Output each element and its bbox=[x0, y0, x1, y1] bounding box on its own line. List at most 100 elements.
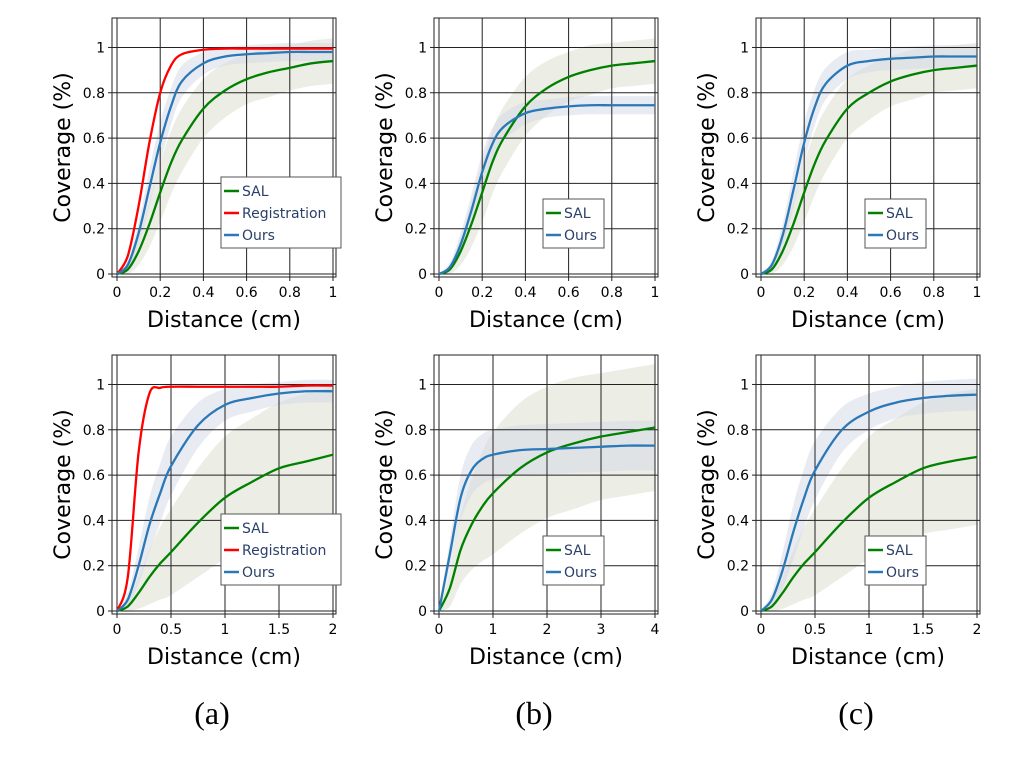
x-tick-label: 0 bbox=[435, 622, 444, 638]
y-tick-label: 0.6 bbox=[83, 468, 105, 484]
legend-label-registration: Registration bbox=[242, 543, 326, 559]
series-line-sal bbox=[116, 453, 334, 613]
x-tick-label: 1 bbox=[973, 285, 982, 301]
legend: SAL Ours bbox=[864, 535, 927, 586]
y-axis-label: Coverage (%) bbox=[373, 409, 398, 559]
series-line-registration bbox=[115, 384, 334, 612]
y-tick-label: 0 bbox=[96, 604, 105, 620]
y-tick-label: 0.2 bbox=[83, 559, 105, 575]
y-tick-label: 0 bbox=[418, 604, 427, 620]
legend: SAL Ours bbox=[542, 535, 605, 586]
x-axis-label: Distance (cm) bbox=[469, 645, 623, 670]
x-tick-label: 1 bbox=[329, 285, 338, 301]
y-tick-label: 0.6 bbox=[405, 468, 427, 484]
y-tick-label: 0 bbox=[418, 267, 427, 283]
axes-frame bbox=[755, 17, 981, 278]
legend-label-ours: Ours bbox=[886, 565, 919, 581]
x-tick-label: 4 bbox=[651, 622, 660, 638]
plot-c-top: 0 0.2 0.4 0.6 0.8 1 0 0.2 0.4 0.6 0.8 1 Distance (cm… bbox=[695, 17, 982, 333]
plot-b-bottom: 0 1 2 3 4 0 0.2 0.4 0.6 0.8 1 Distance (cm) Coverage… bbox=[373, 354, 660, 670]
series-line-sal bbox=[760, 455, 978, 613]
x-tick-label: 3 bbox=[597, 622, 606, 638]
x-tick-label: 0 bbox=[435, 285, 444, 301]
y-tick-label: 0.8 bbox=[405, 86, 427, 102]
legend-label-sal: SAL bbox=[242, 184, 269, 200]
x-tick-label: 0.4 bbox=[192, 285, 214, 301]
legend-label-sal: SAL bbox=[886, 543, 913, 559]
y-tick-label: 0.6 bbox=[727, 131, 749, 147]
y-tick-label: 0 bbox=[740, 267, 749, 283]
x-tick-label: 0.4 bbox=[836, 285, 858, 301]
legend-box bbox=[542, 198, 605, 249]
y-axis-label: Coverage (%) bbox=[695, 72, 720, 222]
x-tick-label: 0.2 bbox=[793, 285, 815, 301]
x-tick-label: 0.6 bbox=[557, 285, 579, 301]
legend-label-ours: Ours bbox=[242, 228, 275, 244]
x-axis-label: Distance (cm) bbox=[469, 308, 623, 333]
y-tick-label: 0.6 bbox=[83, 131, 105, 147]
series-line-registration bbox=[116, 47, 333, 275]
x-tick-label: 2 bbox=[973, 622, 982, 638]
legend-label-ours: Ours bbox=[564, 228, 597, 244]
y-tick-label: 0.6 bbox=[727, 468, 749, 484]
legend-box bbox=[864, 198, 927, 249]
series-line-ours bbox=[760, 393, 978, 612]
y-tick-label: 0.4 bbox=[83, 176, 105, 192]
x-tick-label: 2 bbox=[329, 622, 338, 638]
series-line-sal bbox=[437, 426, 656, 612]
x-tick-label: 0.2 bbox=[471, 285, 493, 301]
x-axis-label: Distance (cm) bbox=[147, 308, 301, 333]
y-tick-label: 0 bbox=[96, 267, 105, 283]
x-tick-label: 0.2 bbox=[149, 285, 171, 301]
axes-frame bbox=[433, 17, 659, 278]
legend: SAL Registration Ours bbox=[220, 513, 342, 586]
legend-label-ours: Ours bbox=[242, 565, 275, 581]
series-line-ours bbox=[437, 444, 656, 612]
panel-label-c: (c) bbox=[838, 695, 874, 731]
y-tick-label: 0.2 bbox=[405, 559, 427, 575]
legend-label-sal: SAL bbox=[242, 521, 269, 537]
axes-frame bbox=[111, 354, 337, 615]
y-tick-label: 0.4 bbox=[727, 513, 749, 529]
panel-label-a: (a) bbox=[194, 695, 230, 731]
series-line-ours bbox=[116, 50, 333, 275]
y-tick-label: 0.8 bbox=[727, 86, 749, 102]
plot-a-top: 0 0.2 0.4 0.6 0.8 1 0 0.2 0.4 0.6 0.8 1 Distance (cm… bbox=[51, 17, 342, 333]
x-tick-label: 1.5 bbox=[912, 622, 934, 638]
x-tick-label: 1 bbox=[489, 622, 498, 638]
y-tick-label: 0.2 bbox=[83, 222, 105, 238]
y-tick-label: 0.8 bbox=[83, 86, 105, 102]
legend-label-sal: SAL bbox=[886, 206, 913, 222]
legend-label-registration: Registration bbox=[242, 206, 326, 222]
y-tick-label: 0.8 bbox=[727, 423, 749, 439]
y-axis-label: Coverage (%) bbox=[695, 409, 720, 559]
y-tick-label: 1 bbox=[418, 40, 427, 56]
legend-box bbox=[864, 535, 927, 586]
series-line-ours bbox=[116, 389, 334, 612]
y-tick-label: 0.6 bbox=[405, 131, 427, 147]
x-axis-label: Distance (cm) bbox=[147, 645, 301, 670]
axes-frame bbox=[755, 354, 981, 615]
y-tick-label: 0.4 bbox=[405, 513, 427, 529]
x-tick-label: 0 bbox=[757, 622, 766, 638]
y-tick-label: 1 bbox=[96, 40, 105, 56]
x-tick-label: 0 bbox=[757, 285, 766, 301]
y-tick-label: 0.4 bbox=[727, 176, 749, 192]
legend-label-sal: SAL bbox=[564, 543, 591, 559]
plot-b-top: 0 0.2 0.4 0.6 0.8 1 0 0.2 0.4 0.6 0.8 1 Distance (cm… bbox=[373, 17, 659, 333]
series-line-sal bbox=[116, 59, 334, 276]
x-tick-label: 0 bbox=[113, 285, 122, 301]
y-tick-label: 1 bbox=[418, 377, 427, 393]
x-tick-label: 1 bbox=[221, 622, 230, 638]
band-ours bbox=[117, 42, 333, 275]
x-axis-label: Distance (cm) bbox=[791, 308, 945, 333]
x-tick-label: 0.6 bbox=[879, 285, 901, 301]
y-tick-label: 0.2 bbox=[727, 559, 749, 575]
x-tick-label: 1 bbox=[865, 622, 874, 638]
x-tick-label: 0.5 bbox=[804, 622, 826, 638]
y-axis-label: Coverage (%) bbox=[51, 72, 76, 222]
series-line-sal bbox=[438, 59, 656, 276]
series-line-ours bbox=[760, 55, 977, 275]
x-axis-label: Distance (cm) bbox=[791, 645, 945, 670]
